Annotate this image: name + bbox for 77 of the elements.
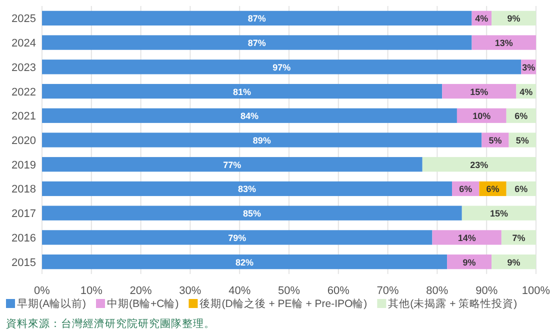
bar [42,254,448,270]
data-label: 5% [488,136,502,146]
data-label: 9% [507,14,520,24]
bar [42,206,462,220]
data-label: 5% [516,136,529,146]
data-label: 10% [472,111,491,122]
y-tick-label: 2023 [12,62,36,74]
data-label: 9% [507,257,520,268]
data-label: 7% [512,232,526,243]
data-label: 4% [475,14,488,24]
data-label: 14% [458,232,476,243]
bar [501,230,536,245]
data-label: 87% [248,38,266,48]
bar [462,206,536,220]
x-tick-label: 90% [476,285,498,297]
x-tick-label: 100% [522,285,550,297]
bar [492,254,536,270]
bar [42,108,457,123]
x-tick-label: 60% [327,285,350,297]
bar [42,84,442,99]
data-label: 15% [470,86,488,97]
data-label: 77% [223,160,242,170]
data-label: 6% [459,184,472,194]
data-label: 83% [238,184,256,194]
x-tick-label: 0% [34,285,50,297]
bar [432,230,502,245]
bar [42,157,422,172]
x-tick-label: 20% [130,285,152,297]
bar [42,10,472,26]
bar [447,254,492,270]
bar [442,84,516,99]
legend-label: 後期(D輪之後 + PE輪 + Pre-IPO輪) [200,297,368,310]
bar [42,230,432,245]
data-label: 9% [462,257,476,268]
x-tick-label: 80% [426,285,448,297]
bar [42,60,522,74]
data-label: 79% [228,232,246,243]
y-tick-label: 2025 [12,13,36,26]
x-tick-label: 50% [278,285,300,297]
source-note: 資料來源：台灣經濟研究院研究團隊整理。 [6,317,215,330]
legend-label: 早期(A輪以前) [17,297,86,310]
y-tick-label: 2015 [12,256,36,269]
y-tick-label: 2019 [12,159,36,172]
data-label: 6% [486,184,500,194]
data-label: 81% [233,86,252,97]
legend-label: 其他(未揭露 + 策略性投資) [388,297,518,310]
bar [472,35,536,50]
data-label: 84% [240,111,258,122]
data-label: 89% [252,136,271,146]
x-tick-label: 70% [376,285,400,297]
y-tick-label: 2018 [12,184,36,196]
y-tick-label: 2022 [12,86,36,98]
data-label: 3% [522,62,536,72]
data-label: 85% [242,208,261,219]
data-label: 4% [520,86,533,97]
data-label: 6% [514,184,528,194]
data-label: 82% [236,257,254,268]
data-label: 13% [494,38,513,48]
bar [492,10,536,26]
data-label: 15% [490,208,508,219]
x-tick-label: 10% [80,285,103,297]
legend-label: 中期(B輪+C輪) [107,297,179,310]
x-tick-label: 30% [179,285,202,297]
bar [42,35,472,50]
data-label: 97% [272,62,291,72]
y-tick-label: 2016 [12,232,36,244]
y-tick-label: 2021 [12,110,36,123]
y-tick-label: 2024 [12,38,36,50]
data-label: 87% [248,14,266,24]
y-tick-label: 2020 [12,135,36,147]
bar [42,181,452,196]
bar [422,157,536,172]
x-tick-label: 40% [228,285,251,297]
data-label: 23% [470,160,488,170]
data-label: 6% [514,111,528,122]
y-tick-label: 2017 [12,208,36,220]
bar [42,132,482,148]
